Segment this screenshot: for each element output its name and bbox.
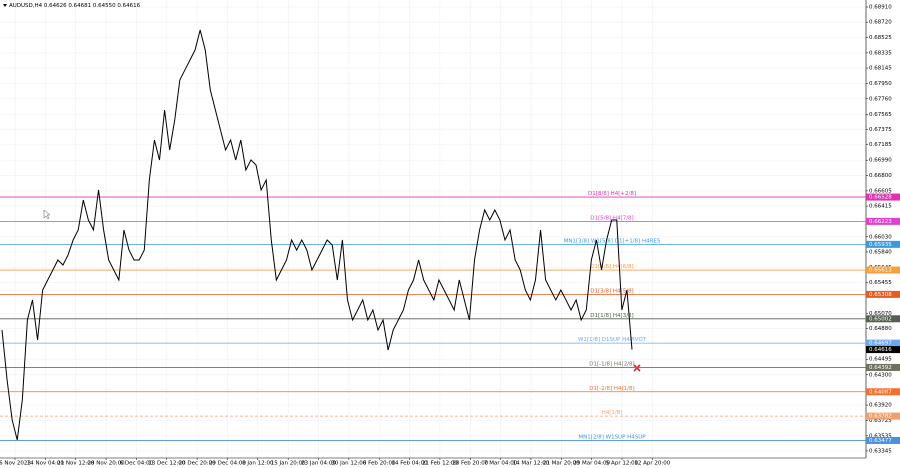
y-tick-label: 0.66605 <box>869 188 892 194</box>
x-tick-label: 14 Nov 04:00 <box>27 461 65 467</box>
x-tick-label: 30 Jan 12:00 <box>331 461 366 467</box>
level-label: MN1[3/8] W1[5/8] D1[+1/8] H4RES <box>564 238 661 244</box>
x-tick-label: 21 Mar 20:00 <box>543 461 580 467</box>
level-label: D1[3/8] H4[5/8] <box>590 288 633 294</box>
price-line <box>1 29 633 441</box>
level-badge <box>866 217 900 225</box>
y-tick-label: 0.68335 <box>869 50 892 56</box>
y-tick-label: 0.64495 <box>869 357 892 363</box>
y-tick-label: 0.63725 <box>869 418 892 424</box>
level-price: 0.63782 <box>869 414 892 420</box>
y-tick-label: 0.63920 <box>869 403 892 409</box>
y-tick-label: 0.68910 <box>869 5 892 11</box>
y-tick-label: 0.65070 <box>869 311 892 317</box>
level-label: D1[5/8] H4[7/8] <box>590 215 633 221</box>
level-label: D1[4/8] H4[6/8] <box>590 264 633 270</box>
y-tick-label: 0.67760 <box>869 96 892 102</box>
y-tick-label: 0.67375 <box>869 127 892 133</box>
y-tick-label: 0.66990 <box>869 158 892 164</box>
level-price: 0.66528 <box>869 195 892 201</box>
y-tick-label: 0.67565 <box>869 112 892 118</box>
x-tick-label: 5 Apr 12:00 <box>606 461 639 467</box>
level-label: MN1[2/8] W1SUP H4SUP <box>578 434 646 440</box>
level-price: 0.64087 <box>869 389 892 395</box>
x-tick-label: 13 Dec 12:00 <box>148 461 185 467</box>
x-tick-label: 8 Jan 12:00 <box>242 461 274 467</box>
x-tick-label: 23 Jan 04:00 <box>301 461 336 467</box>
x-tick-label: 21 Feb 12:00 <box>422 461 459 467</box>
level-price: 0.65308 <box>869 292 892 298</box>
x-tick-label: 14 Mar 12:00 <box>513 461 550 467</box>
current-price-badge <box>866 346 900 354</box>
x-tick-label: 29 Mar 04:00 <box>573 461 610 467</box>
level-badge <box>866 240 900 248</box>
level-price: 0.63477 <box>869 438 892 444</box>
current-price: 0.64616 <box>869 347 892 353</box>
y-tick-label: 0.64880 <box>869 326 892 332</box>
y-tick-label: 0.68525 <box>869 35 892 41</box>
x-tick-label: 21 Nov 12:00 <box>57 461 95 467</box>
mouse-cursor <box>43 209 51 220</box>
level-badge <box>866 339 900 347</box>
chart-title: AUDUSD,H4 0.64626 0.64681 0.64550 0.6461… <box>9 3 141 9</box>
level-label: D1[-1/8] H4[2/8] <box>589 361 634 367</box>
x-tick-label: 6 Dec 04:00 <box>120 461 154 467</box>
level-label: D1[1/8] H4[3/8] <box>590 313 633 319</box>
x-tick-label: 7 Mar 04:00 <box>484 461 518 467</box>
level-badge <box>866 436 900 444</box>
level-badge <box>866 290 900 298</box>
level-badge <box>866 266 900 274</box>
y-tick-label: 0.63535 <box>869 433 892 439</box>
level-badge <box>866 315 900 323</box>
x-tick-label: 28 Feb 20:00 <box>452 461 489 467</box>
y-tick-label: 0.68145 <box>869 66 892 72</box>
x-tick-label: 20 Dec 20:00 <box>179 461 216 467</box>
x-tick-label: 12 Apr 20:00 <box>634 461 670 467</box>
y-tick-label: 0.66030 <box>869 234 892 240</box>
y-tick-label: 0.66800 <box>869 173 892 179</box>
x-tick-label: 28 Nov 20:00 <box>88 461 126 467</box>
level-price: 0.65002 <box>869 316 892 322</box>
y-tick-label: 0.65840 <box>869 249 892 255</box>
level-badge <box>866 363 900 371</box>
level-price: 0.64697 <box>869 341 892 347</box>
level-badge <box>866 412 900 420</box>
y-tick-label: 0.63345 <box>869 448 892 454</box>
level-label: D1[-2/8] H4[1/8] <box>589 386 634 392</box>
level-label: W1[1/8] D1SUP H4PIVOT <box>578 337 647 343</box>
y-tick-label: 0.66415 <box>869 204 892 210</box>
x-tick-label: 14 Feb 04:00 <box>392 461 429 467</box>
level-badge <box>866 193 900 201</box>
level-badge <box>866 388 900 396</box>
level-label: H4[1/8] <box>602 410 623 416</box>
y-tick-label: 0.68720 <box>869 20 892 26</box>
level-price: 0.65613 <box>869 268 892 274</box>
level-price: 0.65935 <box>869 242 892 248</box>
level-price: 0.64392 <box>869 365 892 371</box>
close-icon[interactable] <box>633 364 641 372</box>
x-tick-label: 6 Nov 2023 <box>0 461 31 467</box>
level-price: 0.66223 <box>869 219 892 225</box>
level-label: D1[8/8] H4[+2/8] <box>588 191 636 197</box>
y-tick-label: 0.67185 <box>869 142 892 148</box>
y-tick-label: 0.67950 <box>869 81 892 87</box>
menu-arrow[interactable] <box>3 4 7 7</box>
y-tick-label: 0.65455 <box>869 280 892 286</box>
x-tick-label: 29 Dec 04:00 <box>209 461 246 467</box>
y-tick-label: 0.64300 <box>869 372 892 378</box>
x-tick-label: 6 Feb 20:00 <box>363 461 396 467</box>
x-tick-label: 15 Jan 20:00 <box>271 461 306 467</box>
